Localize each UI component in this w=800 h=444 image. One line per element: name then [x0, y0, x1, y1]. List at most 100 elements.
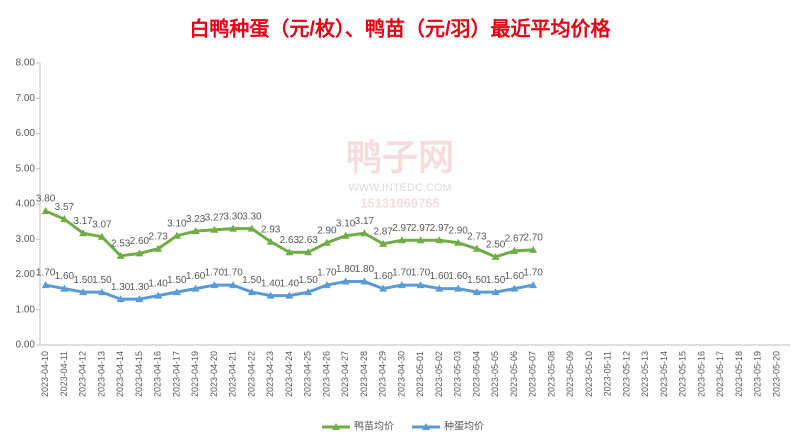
- data-label: 2.73: [467, 231, 487, 242]
- data-label: 3.17: [355, 216, 375, 227]
- x-tick-label: 2023-04-12: [78, 351, 88, 397]
- point: [341, 231, 350, 239]
- point: [379, 284, 388, 292]
- data-label: 3.10: [167, 218, 187, 229]
- watermark-site: WWW.INTEDC.COM: [348, 182, 451, 194]
- point: [191, 284, 200, 292]
- x-tick-label: 2023-05-10: [584, 351, 594, 397]
- point: [472, 244, 481, 252]
- point: [116, 251, 125, 259]
- x-tick-label: 2023-04-29: [378, 351, 388, 397]
- data-label: 3.17: [73, 216, 93, 227]
- data-label: 2.63: [298, 235, 318, 246]
- point: [304, 248, 313, 256]
- x-tick-label: 2023-05-14: [659, 351, 669, 397]
- point: [472, 288, 481, 296]
- point: [510, 284, 519, 292]
- data-label: 3.30: [223, 211, 243, 222]
- x-tick-label: 2023-05-19: [753, 351, 763, 397]
- data-label: 1.50: [467, 275, 487, 286]
- point: [154, 244, 163, 252]
- point: [304, 288, 313, 296]
- watermark: 鸭子网 WWW.INTEDC.COM 15131069765: [346, 137, 454, 211]
- x-tick-label: 2023-04-17: [171, 351, 181, 397]
- data-label: 1.40: [280, 278, 300, 289]
- x-tick-label: 2023-04-20: [209, 351, 219, 397]
- data-label: 2.87: [373, 226, 393, 237]
- data-label: 3.23: [186, 214, 206, 225]
- data-label: 1.70: [411, 268, 431, 279]
- x-tick-label: 2023-05-15: [678, 351, 688, 397]
- y-tick-label: 6.00: [16, 128, 36, 139]
- data-label: 1.30: [111, 282, 131, 293]
- point: [229, 281, 238, 289]
- data-label: 3.27: [205, 212, 225, 223]
- point: [79, 288, 88, 296]
- point: [285, 248, 294, 256]
- point: [210, 225, 219, 233]
- data-label: 2.97: [411, 223, 431, 234]
- x-tick-label: 2023-05-01: [415, 351, 425, 397]
- y-tick-label: 7.00: [16, 93, 36, 104]
- x-tick-label: 2023-04-16: [153, 351, 163, 397]
- data-label: 1.70: [523, 268, 543, 279]
- point: [510, 246, 519, 254]
- x-tick-label: 2023-04-24: [284, 351, 294, 397]
- data-label: 1.70: [36, 268, 56, 279]
- data-label: 1.30: [130, 282, 150, 293]
- data-label: 1.50: [167, 275, 187, 286]
- x-tick-label: 2023-05-07: [528, 351, 538, 397]
- x-tick-label: 2023-04-11: [59, 351, 69, 396]
- data-label: 3.57: [55, 202, 75, 213]
- x-tick-label: 2023-04-22: [246, 351, 256, 397]
- x-tick-label: 2023-05-20: [771, 351, 781, 397]
- x-tick-label: 2023-05-17: [715, 351, 725, 397]
- y-tick-label: 8.00: [16, 58, 36, 69]
- legend-label: 种蛋均价: [444, 420, 484, 433]
- data-label: 2.50: [486, 240, 506, 251]
- data-label: 1.70: [392, 268, 412, 279]
- x-tick-label: 2023-05-18: [734, 351, 744, 397]
- point: [247, 288, 256, 296]
- data-label: 1.40: [261, 278, 281, 289]
- legend-marker: [422, 423, 430, 430]
- x-tick-label: 2023-04-19: [190, 351, 200, 397]
- x-tick-label: 2023-05-12: [621, 351, 631, 397]
- point: [172, 231, 181, 239]
- point: [191, 227, 200, 235]
- data-label: 2.70: [523, 232, 543, 243]
- legend-marker: [332, 423, 340, 430]
- point: [116, 295, 125, 303]
- x-tick-label: 2023-05-16: [696, 351, 706, 397]
- point: [360, 229, 369, 237]
- data-label: 3.10: [336, 218, 356, 229]
- x-tick-label: 2023-05-04: [471, 351, 481, 397]
- point: [529, 281, 538, 289]
- data-label: 1.60: [186, 271, 206, 282]
- data-label: 1.60: [55, 271, 75, 282]
- point: [397, 281, 406, 289]
- y-tick-label: 0.00: [16, 340, 36, 351]
- data-label: 1.80: [336, 264, 356, 275]
- data-label: 1.60: [430, 271, 450, 282]
- point: [454, 284, 463, 292]
- point: [341, 277, 350, 285]
- point: [529, 245, 538, 253]
- data-label: 2.63: [280, 235, 300, 246]
- x-tick-label: 2023-04-28: [359, 351, 369, 397]
- data-label: 1.60: [505, 271, 525, 282]
- point: [97, 232, 106, 240]
- watermark-phone: 15131069765: [360, 195, 440, 210]
- chart-title: 白鸭种蛋（元/枚）、鸭苗（元/羽）最近平均价格: [189, 16, 611, 40]
- data-label: 3.07: [92, 219, 112, 230]
- x-tick-label: 2023-04-10: [40, 351, 50, 397]
- data-label: 2.97: [392, 223, 412, 234]
- point: [154, 291, 163, 299]
- x-tick-label: 2023-05-02: [434, 351, 444, 397]
- data-label: 1.50: [73, 275, 93, 286]
- data-label: 2.60: [130, 236, 150, 247]
- data-label: 1.50: [92, 275, 112, 286]
- point: [397, 236, 406, 244]
- x-tick-label: 2023-04-23: [265, 351, 275, 397]
